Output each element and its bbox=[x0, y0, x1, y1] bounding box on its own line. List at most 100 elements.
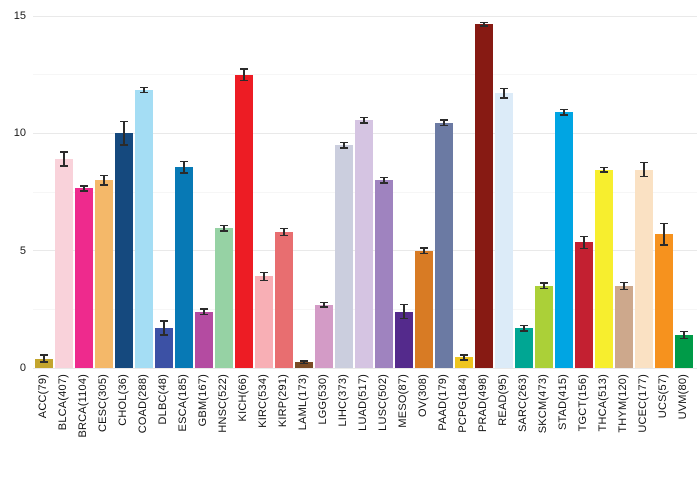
error-bar-cap bbox=[340, 147, 348, 149]
bar bbox=[375, 180, 393, 368]
error-bar-cap bbox=[680, 337, 688, 340]
bar bbox=[335, 145, 353, 368]
error-bar-cap bbox=[260, 279, 268, 282]
error-bar bbox=[303, 360, 305, 364]
error-bar-cap bbox=[380, 182, 388, 184]
bar bbox=[115, 133, 133, 368]
error-bar-cap bbox=[420, 252, 428, 255]
error-bar bbox=[203, 308, 205, 315]
error-bar-cap bbox=[60, 151, 68, 153]
error-bar-cap bbox=[200, 313, 208, 316]
x-tick-label: LUAD(517) bbox=[357, 374, 369, 431]
bar bbox=[195, 311, 213, 368]
error-bar-cap bbox=[120, 144, 128, 146]
bar bbox=[595, 169, 613, 368]
major-gridline bbox=[33, 367, 697, 369]
error-bar-cap bbox=[660, 222, 668, 225]
error-bar-cap bbox=[520, 330, 528, 332]
x-tick-label: LAML(173) bbox=[297, 374, 309, 431]
bar bbox=[295, 362, 313, 368]
error-bar bbox=[263, 272, 265, 281]
bar bbox=[615, 285, 633, 368]
bar bbox=[495, 93, 513, 368]
error-bar-cap bbox=[280, 227, 288, 230]
error-bar-cap bbox=[460, 359, 468, 361]
error-bar bbox=[183, 161, 185, 174]
error-bar-cap bbox=[580, 235, 588, 238]
error-bar-cap bbox=[380, 176, 388, 179]
x-tick-label: BRCA(1104) bbox=[77, 374, 89, 438]
error-bar bbox=[483, 22, 485, 27]
error-bar-cap bbox=[600, 166, 608, 169]
x-tick-label: SARC(263) bbox=[517, 374, 529, 433]
x-tick-label: UCEC(177) bbox=[637, 374, 649, 433]
x-tick-label: BLCA(407) bbox=[57, 374, 69, 431]
error-bar-cap bbox=[640, 161, 648, 164]
error-bar-cap bbox=[620, 288, 628, 291]
error-bar-cap bbox=[240, 79, 248, 82]
error-bar bbox=[663, 223, 665, 245]
bar bbox=[655, 234, 673, 368]
bar bbox=[315, 304, 333, 368]
error-bar-cap bbox=[360, 116, 368, 119]
error-bar-cap bbox=[680, 330, 688, 333]
error-bar-cap bbox=[440, 124, 448, 127]
error-bar-cap bbox=[560, 114, 568, 116]
bar bbox=[415, 250, 433, 368]
error-bar bbox=[543, 283, 545, 289]
major-gridline bbox=[33, 15, 697, 17]
bar bbox=[275, 231, 293, 368]
error-bar-cap bbox=[100, 174, 108, 177]
error-bar bbox=[683, 331, 685, 339]
error-bar bbox=[523, 325, 525, 331]
error-bar-cap bbox=[320, 306, 328, 308]
error-bar-cap bbox=[80, 185, 88, 187]
x-tick-label: COAD(288) bbox=[137, 374, 149, 434]
x-tick-label: PAAD(179) bbox=[437, 374, 449, 431]
x-tick-label: READ(95) bbox=[497, 374, 509, 426]
error-bar-cap bbox=[640, 175, 648, 178]
error-bar-cap bbox=[480, 21, 488, 24]
bar bbox=[635, 169, 653, 368]
error-bar-cap bbox=[540, 287, 548, 290]
error-bar bbox=[223, 225, 225, 232]
bar bbox=[235, 74, 253, 368]
error-bar bbox=[583, 236, 585, 249]
error-bar-cap bbox=[300, 362, 308, 365]
y-tick-label: 10 bbox=[13, 127, 26, 140]
x-tick-label: STAD(415) bbox=[557, 374, 569, 430]
error-bar bbox=[403, 304, 405, 319]
x-tick-label: HNSC(522) bbox=[217, 374, 229, 433]
x-tick-label: TGCT(156) bbox=[577, 374, 589, 432]
bar bbox=[475, 24, 493, 368]
x-tick-label: DLBC(48) bbox=[157, 374, 169, 425]
error-bar-cap bbox=[600, 171, 608, 173]
y-tick-label: 0 bbox=[19, 362, 26, 374]
error-bar-cap bbox=[160, 334, 168, 336]
error-bar-cap bbox=[160, 320, 168, 322]
y-tick-label: 5 bbox=[19, 244, 26, 257]
bar bbox=[435, 122, 453, 368]
error-bar-cap bbox=[540, 282, 548, 284]
x-tick-label: PCPG(184) bbox=[457, 374, 469, 433]
bar bbox=[255, 276, 273, 368]
x-tick-label: GBM(167) bbox=[197, 374, 209, 427]
x-tick-label: UCS(57) bbox=[657, 374, 669, 419]
x-tick-label: CHOL(36) bbox=[117, 374, 129, 426]
error-bar bbox=[283, 228, 285, 236]
error-bar bbox=[63, 152, 65, 167]
error-bar bbox=[603, 167, 605, 173]
bar bbox=[555, 112, 573, 368]
error-bar-cap bbox=[280, 234, 288, 237]
error-bar-cap bbox=[40, 361, 48, 363]
error-bar bbox=[503, 88, 505, 99]
x-tick-label: ACC(79) bbox=[37, 374, 49, 419]
error-bar-cap bbox=[440, 119, 448, 121]
x-tick-label: KIRC(534) bbox=[257, 374, 269, 428]
error-bar bbox=[243, 68, 245, 81]
bar bbox=[135, 89, 153, 368]
error-bar-cap bbox=[460, 354, 468, 356]
x-tick-label: OV(308) bbox=[417, 374, 429, 417]
error-bar bbox=[623, 282, 625, 290]
